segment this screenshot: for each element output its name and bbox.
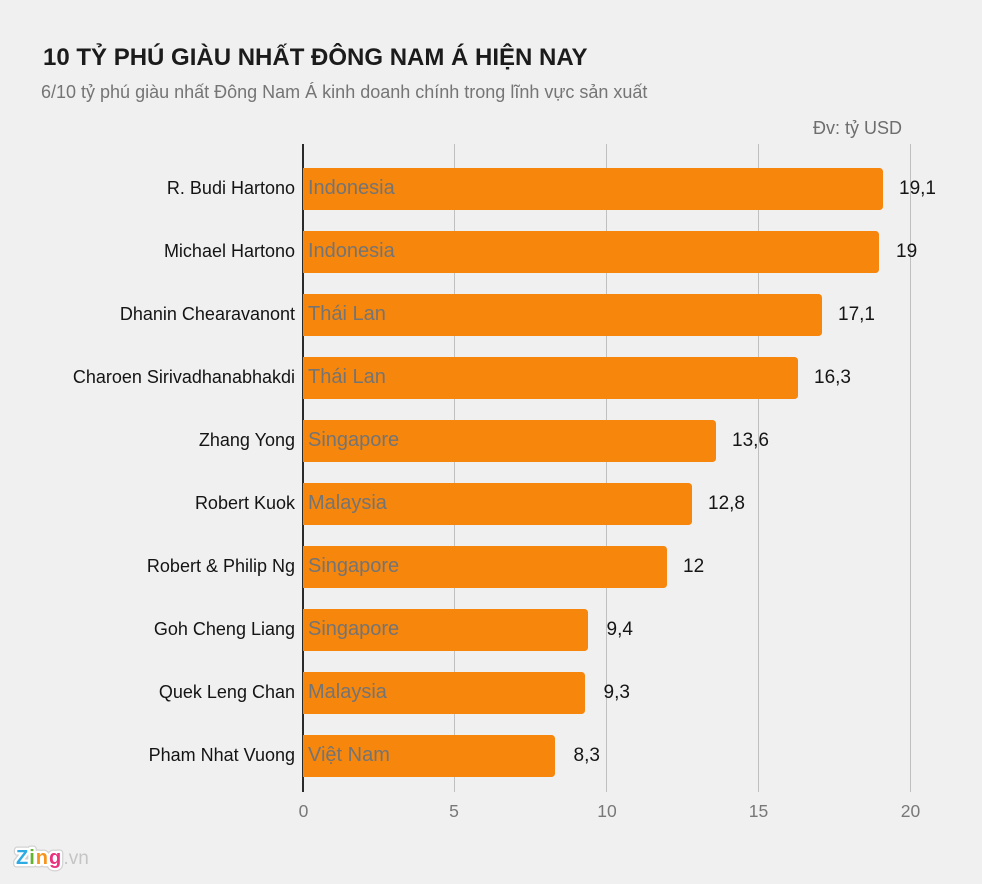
svg-text:Zing: Zing — [16, 847, 62, 869]
svg-text:Zing: Zing — [16, 847, 62, 869]
svg-text:Zing: Zing — [16, 847, 62, 869]
